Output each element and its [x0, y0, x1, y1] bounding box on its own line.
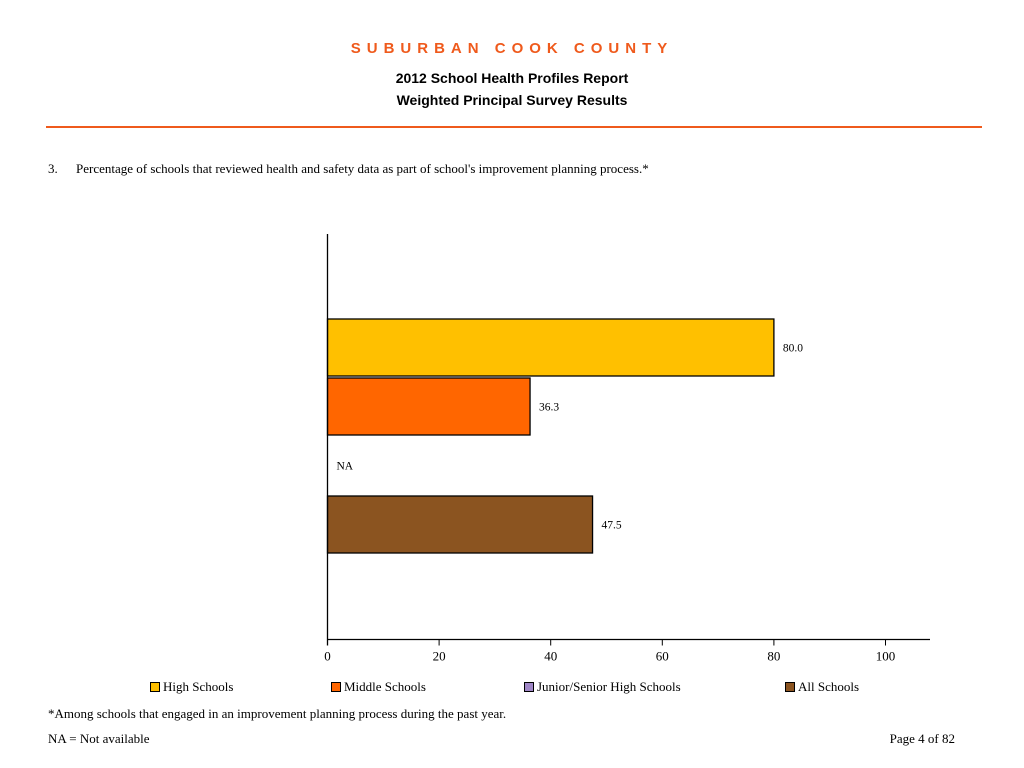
x-tick-label: 60	[656, 649, 669, 664]
report-title: 2012 School Health Profiles Report	[395, 70, 629, 86]
header-divider	[46, 126, 982, 128]
legend-label: All Schools	[798, 679, 860, 694]
x-tick-label: 100	[876, 649, 896, 664]
legend-swatch	[524, 682, 534, 692]
x-tick-label: 80	[767, 649, 780, 664]
question-text: Percentage of schools that reviewed heal…	[76, 161, 649, 176]
legend-item: Junior/Senior High Schools	[524, 679, 681, 695]
page-number: Page 4 of 82	[889, 731, 955, 746]
x-tick-label: 0	[324, 649, 331, 664]
legend-item: Middle Schools	[331, 679, 426, 695]
question: 3. Percentage of schools that reviewed he…	[48, 161, 649, 177]
legend-label: Middle Schools	[344, 679, 426, 694]
report-subtitle: Weighted Principal Survey Results	[396, 92, 628, 108]
legend-swatch	[331, 682, 341, 692]
footnote-asterisk: *Among schools that engaged in an improv…	[48, 706, 507, 721]
legend-item: All Schools	[785, 679, 859, 695]
bar-value-label: 80.0	[783, 343, 803, 355]
bar	[326, 495, 594, 554]
legend-swatch	[785, 682, 795, 692]
bar	[326, 377, 531, 436]
bar-value-label: 47.5	[602, 520, 622, 532]
footnote-na: NA = Not available	[48, 731, 150, 746]
legend-item: High Schools	[150, 679, 233, 695]
legend-label: High Schools	[163, 679, 234, 694]
x-tick-label: 20	[433, 649, 446, 664]
bar-value-label: 36.3	[539, 402, 559, 414]
legend-swatch	[150, 682, 160, 692]
county-title: SUBURBAN COOK COUNTY	[350, 40, 674, 57]
bar-value-label: NA	[337, 461, 354, 473]
bar	[326, 318, 775, 377]
question-number: 3.	[48, 161, 58, 176]
legend-label: Junior/Senior High Schools	[537, 679, 681, 694]
x-tick-label: 40	[544, 649, 557, 664]
bar-chart: 80.0 36.3 NA 47.5 0 20 40 60 80 100	[324, 234, 930, 664]
